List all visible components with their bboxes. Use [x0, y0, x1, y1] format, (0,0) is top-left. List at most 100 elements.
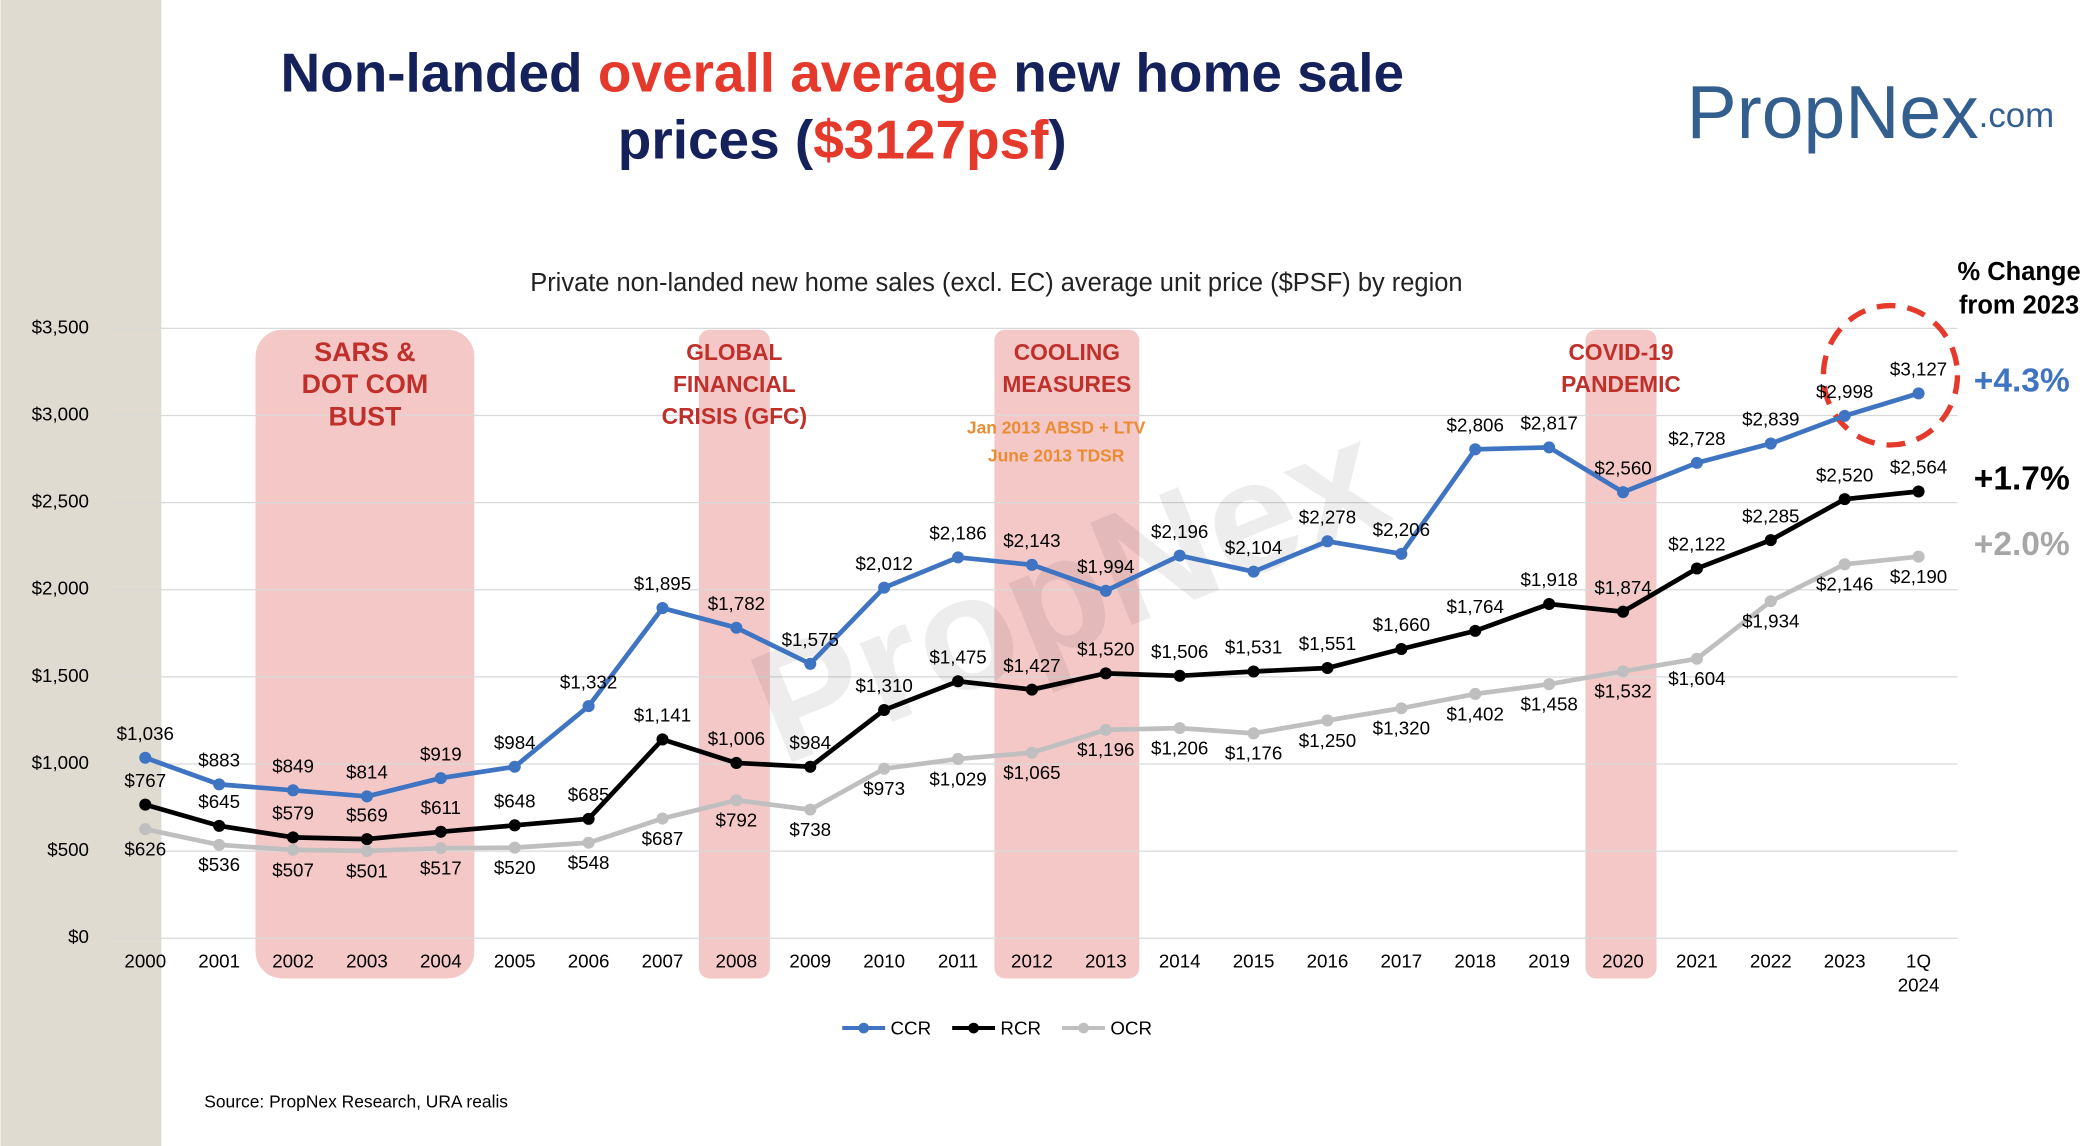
legend-marker	[858, 1022, 870, 1034]
data-label: $648	[494, 791, 536, 812]
data-label: $645	[198, 791, 240, 812]
data-label: $1,532	[1594, 681, 1651, 702]
data-point	[508, 760, 521, 773]
data-label: $792	[716, 810, 758, 831]
change-label: +1.7%	[1974, 461, 2070, 498]
x-tick-label: 2003	[346, 950, 388, 971]
logo-suffix: .com	[1979, 96, 2054, 135]
data-point	[360, 790, 373, 803]
data-point	[1469, 624, 1482, 637]
data-label: $501	[346, 860, 388, 881]
period-band	[1585, 329, 1657, 979]
data-label: $1,994	[1077, 556, 1134, 577]
data-point	[1838, 558, 1851, 571]
band-label: BUST	[328, 401, 402, 431]
y-tick-label: $500	[47, 839, 89, 860]
legend-label: CCR	[891, 1017, 932, 1038]
data-label: $1,764	[1447, 596, 1504, 617]
data-label: $1,506	[1151, 641, 1208, 662]
data-label: $1,250	[1299, 730, 1356, 751]
data-point	[213, 778, 226, 791]
x-tick-label: 2011	[938, 950, 978, 971]
data-point	[582, 700, 595, 713]
legend-marker	[968, 1022, 979, 1034]
data-label: $626	[124, 839, 166, 860]
data-point	[287, 831, 300, 844]
title-part: overall average	[598, 41, 998, 103]
data-label: $569	[346, 804, 388, 825]
data-label: $685	[568, 784, 610, 805]
data-point	[1099, 723, 1112, 736]
data-label: $2,196	[1151, 521, 1208, 542]
data-point	[1912, 550, 1925, 563]
x-tick-label: 2014	[1159, 950, 1201, 971]
data-point	[1099, 667, 1112, 680]
data-point	[1395, 642, 1408, 656]
data-point	[1469, 687, 1482, 700]
data-label: $536	[198, 854, 240, 875]
data-label: $611	[421, 797, 461, 818]
x-tick-label: 2023	[1824, 950, 1866, 971]
data-label: $1,320	[1373, 718, 1430, 739]
data-label: $1,660	[1373, 614, 1430, 635]
side-strip	[0, 0, 162, 1146]
band-label: DOT COM	[302, 369, 429, 399]
x-tick-label: 2015	[1233, 950, 1275, 971]
x-tick-label: 2012	[1011, 950, 1053, 971]
change-label: +4.3%	[1974, 363, 2070, 400]
data-label: $2,817	[1520, 413, 1577, 434]
data-point	[1543, 678, 1556, 691]
data-label: $2,012	[855, 553, 912, 574]
data-label: $548	[568, 852, 610, 873]
data-point	[730, 621, 743, 634]
data-point	[952, 675, 965, 688]
data-point	[1912, 485, 1925, 498]
x-tick-label: 2009	[789, 950, 831, 971]
data-point	[1912, 387, 1925, 400]
x-tick-part: 1Q	[1906, 950, 1931, 971]
data-label: $3,127	[1890, 359, 1947, 380]
data-point	[1690, 562, 1703, 575]
y-tick-label: $2,000	[32, 578, 89, 599]
data-label: $2,806	[1447, 414, 1504, 435]
data-point	[1395, 547, 1408, 560]
x-tick-label: 2008	[716, 950, 758, 971]
data-point	[656, 602, 669, 615]
data-label: $2,564	[1890, 457, 1947, 478]
x-tick-label: 2020	[1602, 950, 1644, 971]
data-point	[1173, 722, 1186, 735]
data-point	[1173, 669, 1186, 682]
data-point	[1838, 493, 1851, 506]
data-label: $849	[272, 755, 314, 776]
data-point	[878, 703, 891, 717]
data-label: $1,475	[929, 646, 986, 667]
data-point	[1321, 661, 1334, 675]
data-point	[1469, 443, 1482, 456]
data-point	[730, 756, 743, 769]
data-label: $1,551	[1299, 633, 1356, 654]
highlight-circle	[1820, 302, 1961, 448]
data-point	[656, 733, 669, 746]
data-point	[878, 762, 891, 775]
band-label: MEASURES	[1002, 371, 1131, 397]
data-point	[1838, 409, 1851, 422]
data-point	[582, 836, 595, 849]
band-note: Jan 2013 ABSD + LTV	[967, 418, 1146, 438]
data-label: $2,146	[1816, 574, 1873, 595]
x-tick-label: 2021	[1676, 950, 1718, 971]
data-label: $1,575	[782, 629, 839, 650]
data-point	[1690, 456, 1703, 469]
x-tick-label: 2019	[1528, 950, 1570, 971]
data-label: $767	[124, 770, 166, 791]
title-part: new home sale	[998, 41, 1404, 103]
y-tick-label: $3,500	[32, 316, 89, 337]
data-point	[804, 657, 817, 670]
x-tick-label: 2010	[863, 950, 905, 971]
period-band	[698, 329, 770, 979]
data-point	[1099, 584, 1112, 597]
data-point	[1025, 746, 1038, 759]
data-label: $2,206	[1373, 519, 1430, 540]
x-tick-label: 2022	[1750, 950, 1792, 971]
y-tick-label: $0	[68, 926, 89, 947]
data-label: $1,206	[1151, 738, 1208, 759]
